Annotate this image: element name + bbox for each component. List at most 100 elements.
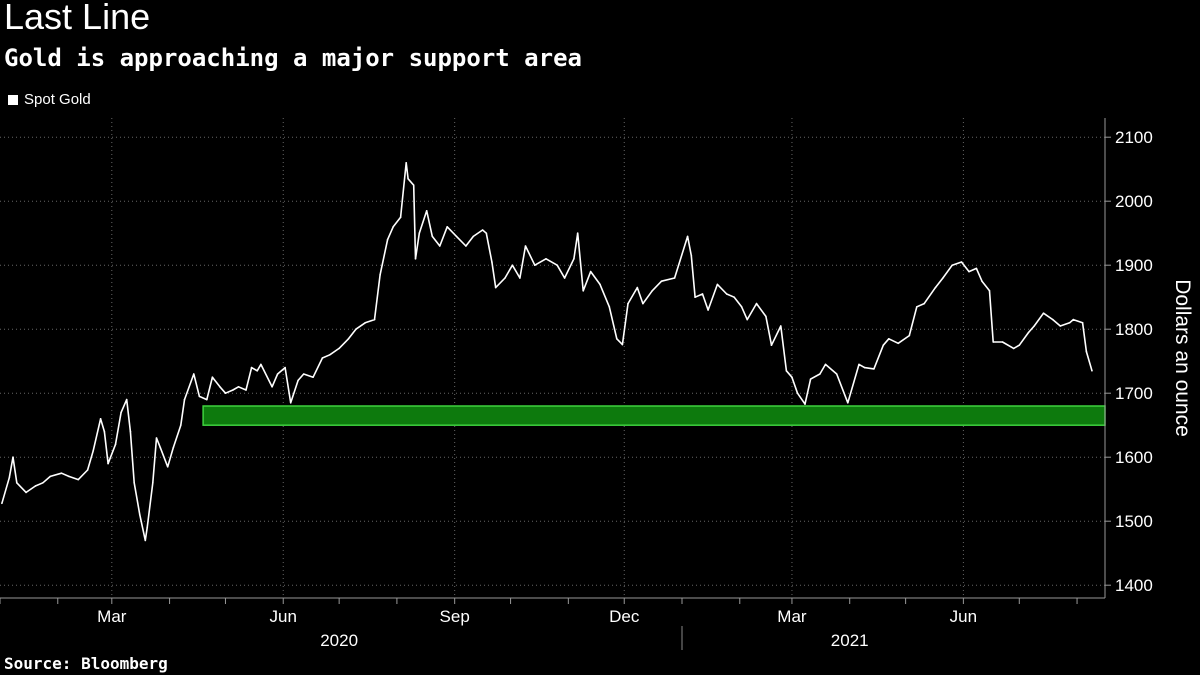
legend-swatch xyxy=(8,94,18,105)
y-tick-label: 1800 xyxy=(1115,320,1153,339)
axes: 1400 1500 1600 1700 1800 1900 2000 2100 Mar Jun Se… xyxy=(0,118,1194,650)
data-point xyxy=(276,373,279,375)
data-point xyxy=(1018,344,1021,347)
data-point xyxy=(151,482,154,484)
data-point xyxy=(198,395,201,398)
data-point xyxy=(951,264,954,267)
data-point xyxy=(573,258,575,260)
data-point xyxy=(60,472,63,475)
y-tick-label: 1500 xyxy=(1115,512,1153,531)
data-point xyxy=(770,344,773,347)
y-tick-label: 1400 xyxy=(1115,576,1153,595)
data-point xyxy=(438,245,441,247)
data-point xyxy=(519,277,521,279)
data-point xyxy=(599,283,601,286)
data-point xyxy=(582,290,585,292)
data-point xyxy=(338,347,340,350)
data-point xyxy=(414,258,417,260)
data-point xyxy=(1042,312,1045,315)
data-point xyxy=(1052,318,1054,321)
data-point xyxy=(412,184,415,186)
data-point xyxy=(981,280,983,283)
data-point xyxy=(621,343,624,346)
data-point xyxy=(114,443,117,446)
y-axis-title: Dollars an ounce xyxy=(1171,279,1194,437)
data-point xyxy=(86,469,89,471)
data-point xyxy=(563,277,566,279)
data-point xyxy=(491,261,493,263)
data-point xyxy=(237,386,240,388)
data-point xyxy=(481,229,484,231)
data-point xyxy=(765,315,767,318)
data-point xyxy=(556,264,558,267)
data-point xyxy=(873,368,875,370)
data-point xyxy=(146,526,149,529)
data-point xyxy=(819,373,821,375)
y-tick-label: 2100 xyxy=(1115,128,1153,147)
data-point xyxy=(386,238,389,241)
y-tick-label: 1900 xyxy=(1115,256,1153,275)
data-point xyxy=(660,280,663,283)
data-point xyxy=(99,418,102,420)
data-point xyxy=(942,277,944,279)
data-point xyxy=(608,306,611,308)
chart-subtitle: Gold is approaching a major support area xyxy=(4,44,582,72)
x-tick-label: Mar xyxy=(97,607,127,626)
data-point xyxy=(733,296,735,299)
data-point xyxy=(934,286,937,289)
data-point xyxy=(219,386,221,388)
data-point xyxy=(835,373,838,375)
data-point xyxy=(379,274,381,276)
data-point xyxy=(1085,350,1088,353)
data-point xyxy=(494,286,497,289)
series-line-spot-gold xyxy=(1,162,1093,542)
data-point xyxy=(256,370,258,372)
data-point xyxy=(407,178,409,180)
data-point xyxy=(863,366,866,369)
data-point xyxy=(155,437,158,439)
data-point xyxy=(245,389,247,391)
data-point xyxy=(250,366,253,369)
data-point xyxy=(224,392,227,395)
data-point xyxy=(725,293,728,295)
data-point xyxy=(399,216,402,218)
legend-label: Spot Gold xyxy=(24,91,91,108)
data-point xyxy=(785,370,788,372)
data-point xyxy=(12,456,14,459)
data-point xyxy=(960,261,963,263)
data-point xyxy=(651,290,653,292)
legend: Spot Gold xyxy=(8,91,91,108)
data-point xyxy=(211,376,214,379)
data-point xyxy=(42,482,44,484)
data-point xyxy=(988,290,991,292)
data-point xyxy=(882,344,885,347)
data-point xyxy=(159,446,162,449)
data-point xyxy=(809,378,812,380)
x-tick-label: Jun xyxy=(950,607,977,626)
data-point xyxy=(284,366,286,369)
data-point xyxy=(923,302,926,305)
data-point xyxy=(615,338,618,340)
data-point xyxy=(576,232,579,234)
data-point xyxy=(824,363,827,366)
data-point xyxy=(179,424,182,427)
data-point xyxy=(418,232,421,234)
data-point xyxy=(192,373,195,375)
data-point xyxy=(755,302,758,305)
data-point xyxy=(260,363,262,366)
series-layer xyxy=(1,162,1093,542)
data-point xyxy=(425,210,428,212)
data-point xyxy=(1012,347,1015,350)
data-point xyxy=(312,376,314,379)
data-point xyxy=(347,338,350,340)
data-point xyxy=(701,293,704,295)
data-point xyxy=(138,514,141,516)
data-point xyxy=(364,322,367,324)
data-point xyxy=(144,539,147,542)
data-point xyxy=(103,430,106,433)
data-point xyxy=(472,235,475,238)
data-point xyxy=(392,226,394,228)
data-point xyxy=(1001,341,1004,343)
year-label: 2020 xyxy=(320,631,358,650)
